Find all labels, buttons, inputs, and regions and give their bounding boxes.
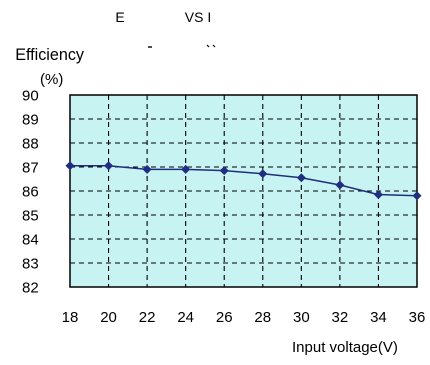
chart-title-right: VS I [185, 9, 211, 25]
data-point-marker [335, 180, 345, 190]
data-point-marker [181, 164, 191, 174]
data-point-marker [296, 173, 306, 183]
x-tick-label: 30 [293, 309, 310, 326]
data-point-marker [258, 169, 268, 179]
data-point-marker [142, 164, 152, 174]
x-tick-label: 22 [139, 309, 156, 326]
x-tick-label: 20 [100, 309, 117, 326]
x-tick-label: 34 [370, 309, 387, 326]
plot-area: 90 89 88 87 86 85 84 83 82 18 20 22 24 26 28 30 32 34 36 [22, 88, 425, 327]
chart-title-left: E [115, 9, 124, 25]
x-tick-label: 32 [332, 309, 349, 326]
efficiency-series-line [70, 165, 418, 197]
data-point-marker [65, 161, 75, 171]
y-tick-label: 87 [22, 160, 39, 177]
x-tick-label: 18 [62, 309, 79, 326]
x-tick-label: 24 [177, 309, 194, 326]
data-point-marker [412, 191, 422, 201]
y-tick-label: 85 [22, 208, 39, 225]
x-tick-label: 36 [409, 309, 426, 326]
y-tick-label: 82 [22, 280, 39, 297]
y-tick-label: 86 [22, 184, 39, 201]
x-tick-label: 28 [254, 309, 271, 326]
y-tick-label: 90 [22, 88, 39, 105]
y-axis-label: Efficiency [15, 45, 85, 64]
data-point-marker [219, 166, 229, 176]
title-fragment-marks [148, 44, 216, 48]
x-tick-label: 26 [216, 309, 233, 326]
y-tick-label: 84 [22, 232, 39, 249]
data-point-marker [373, 190, 383, 200]
x-axis-label: Input voltage(V) [292, 339, 398, 356]
data-point-marker [104, 161, 114, 171]
y-tick-label: 88 [22, 136, 39, 153]
y-tick-label: 83 [22, 256, 39, 273]
plot-frame [69, 94, 418, 288]
y-axis-unit: (%) [40, 71, 63, 88]
y-tick-label: 89 [22, 112, 39, 129]
